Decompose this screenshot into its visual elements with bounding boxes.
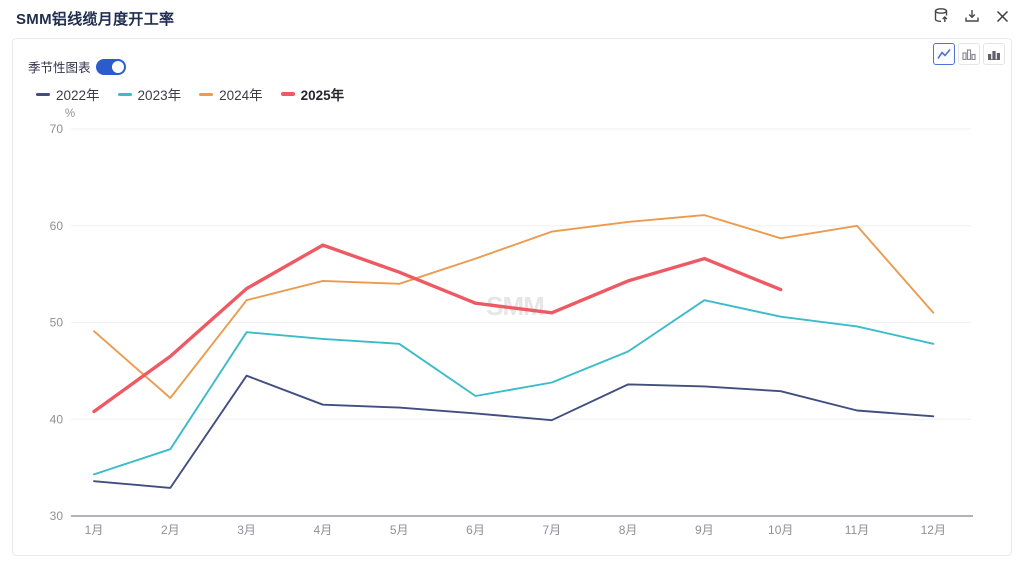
x-axis-label: 2月	[161, 523, 180, 537]
legend-label: 2023年	[137, 88, 182, 103]
legend-marker	[280, 92, 295, 96]
series-line-2025年[interactable]	[92, 243, 783, 414]
titlebar-icons	[932, 6, 1012, 26]
legend-item-2023年[interactable]: 2023年	[117, 84, 182, 104]
y-axis-tick-label: 70	[50, 122, 64, 136]
chart-type-switcher	[933, 43, 1005, 65]
x-axis-label: 3月	[237, 523, 256, 537]
x-axis-label: 7月	[542, 523, 561, 537]
series-line-2022年[interactable]	[93, 374, 935, 489]
y-axis-unit-label: %	[65, 108, 75, 120]
legend-item-2024年[interactable]: 2024年	[199, 84, 263, 104]
x-axis-label: 1月	[85, 523, 104, 537]
page-title: SMM铝线缆月度开工率	[16, 11, 175, 28]
y-axis-tick-label: 30	[50, 509, 64, 523]
series-line-2024年[interactable]	[93, 214, 935, 399]
y-axis-tick-label: 50	[50, 316, 64, 330]
stacked-bar-chart-type-button[interactable]	[983, 43, 1005, 65]
seasonal-toggle[interactable]	[95, 58, 126, 75]
bar-chart-type-button[interactable]	[958, 43, 980, 65]
x-axis-label: 4月	[314, 523, 333, 537]
y-axis-tick-label: 40	[50, 412, 64, 426]
titlebar: SMM铝线缆月度开工率	[0, 0, 1024, 36]
seasonal-toggle-label: 季节性图表	[28, 61, 91, 75]
legend-marker	[36, 92, 50, 96]
line-chart-type-button[interactable]	[933, 43, 955, 65]
legend: 2022年 2023年 2024年 2025年	[36, 84, 344, 104]
x-axis-label: 11月	[845, 523, 869, 537]
x-axis-label: 10月	[768, 523, 793, 537]
legend-item-2022年[interactable]: 2022年	[36, 84, 100, 104]
x-axis-label: 8月	[619, 523, 638, 537]
legend-item-2025年[interactable]: 2025年	[280, 84, 345, 104]
chart-card: 季节性图表 2022年 2023年 2	[12, 38, 1012, 556]
close-icon[interactable]	[992, 6, 1012, 26]
legend-marker	[199, 92, 214, 96]
export-data-icon[interactable]	[932, 6, 952, 26]
legend-marker	[117, 92, 132, 96]
legend-label: 2022年	[56, 88, 100, 103]
y-axis-tick-label: 60	[50, 219, 64, 233]
x-axis-label: 12月	[921, 523, 946, 537]
seasonal-toggle-row: 季节性图表	[28, 57, 126, 76]
x-axis-label: 6月	[466, 523, 485, 537]
x-axis-label: 9月	[695, 523, 714, 537]
download-icon[interactable]	[962, 6, 982, 26]
x-axis-label: 5月	[390, 523, 409, 537]
legend-label: 2024年	[219, 88, 263, 103]
legend-label: 2025年	[300, 88, 345, 103]
series-line-2023年[interactable]	[93, 299, 935, 476]
toggle-knob	[111, 60, 124, 73]
